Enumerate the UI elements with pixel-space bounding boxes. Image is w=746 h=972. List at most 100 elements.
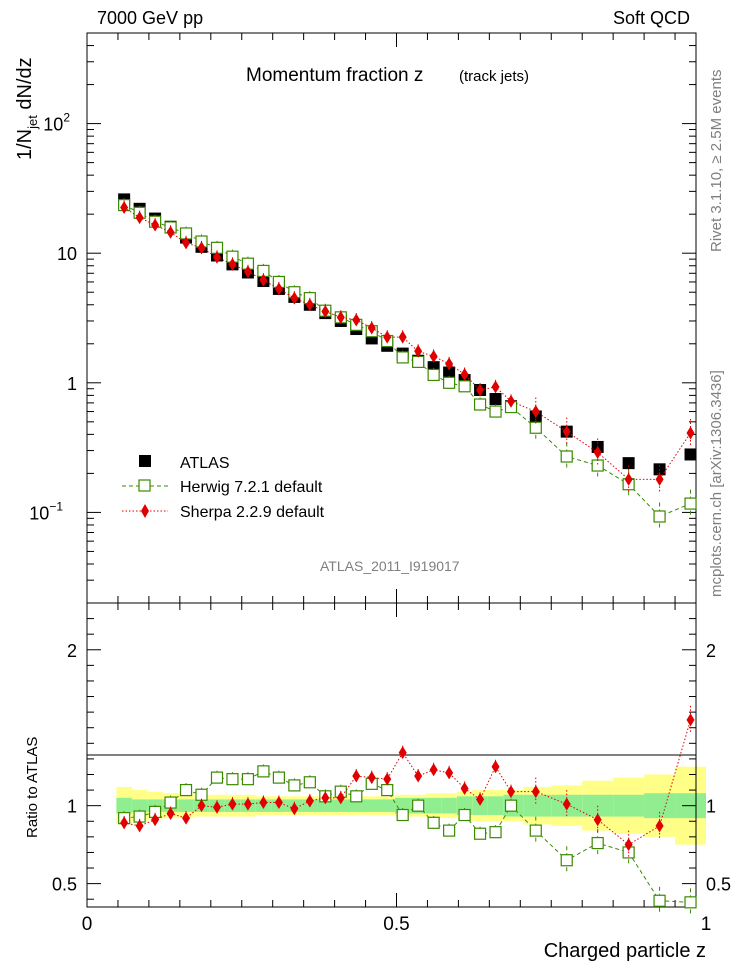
ratio-sherpa-point [593, 813, 602, 827]
sherpa-line [123, 207, 691, 480]
sherpa-point [367, 321, 376, 335]
ratio-herwig-point [350, 790, 363, 803]
ratio-herwig-point [684, 896, 697, 909]
ratio-herwig-point [241, 773, 255, 786]
ratio-herwig-point [489, 826, 502, 839]
ratio-sherpa-point [228, 797, 237, 811]
sherpa-point [655, 472, 664, 486]
ratio-sherpa-point [151, 813, 160, 827]
sherpa-point [212, 250, 221, 264]
x-tick-label: 0 [82, 914, 93, 935]
main-frame [86, 32, 697, 604]
ratio-sherpa-point [383, 772, 392, 786]
x-tick-labels: 0 0.5 1 [82, 914, 712, 935]
ratio-sherpa-point [274, 796, 283, 810]
ratio-sherpa-point [624, 838, 633, 852]
analysis-label: ATLAS_2011_I919017 [320, 558, 460, 574]
ratio-sherpa-point [491, 760, 500, 774]
ratio-ytick-label-right: 2 [706, 641, 716, 661]
ratio-band-inner [348, 799, 365, 812]
ratio-sherpa-point [414, 769, 423, 783]
legend-herwig-marker [138, 479, 151, 492]
ratio-herwig-point [529, 824, 542, 837]
sherpa-point [197, 241, 206, 255]
herwig-point [473, 398, 487, 411]
main-ytick-label: 1 [67, 374, 77, 394]
ratio-sherpa-point [429, 763, 438, 777]
header-right: Soft QCD [613, 8, 690, 28]
sherpa-point [507, 394, 516, 408]
ratio-herwig-point [396, 808, 409, 822]
sherpa-point [445, 357, 454, 371]
legend-sherpa-marker [141, 504, 149, 518]
ratio-herwig-point [226, 773, 239, 786]
ratio-band-inner [317, 799, 334, 812]
ratio-band-inner [523, 794, 552, 817]
herwig-point [653, 510, 666, 523]
sherpa-point [151, 218, 160, 232]
ratio-sherpa-point [182, 811, 191, 825]
ratio-herwig-point [164, 796, 177, 809]
atlas-point [489, 392, 502, 405]
sherpa-point [460, 367, 469, 381]
ratio-sherpa-point [686, 713, 695, 727]
ratio-sherpa-point [476, 792, 485, 806]
main-marks [118, 193, 697, 531]
ratio-herwig-point [179, 783, 193, 797]
sherpa-point [274, 282, 283, 296]
ratio-band-inner [613, 794, 645, 817]
ratio-sherpa-point [367, 771, 376, 785]
sherpa-point [228, 257, 237, 271]
ratio-ytick-label-right: 0.5 [706, 875, 731, 895]
main-yticklabels: 102 10 1 10−1 [29, 111, 77, 524]
ratio-band-inner [644, 793, 676, 819]
ratio-herwig-point [272, 771, 285, 784]
sherpa-point [135, 211, 144, 225]
ratio-herwig-point [288, 779, 301, 792]
ratio-marks [118, 705, 697, 917]
sherpa-point [243, 265, 252, 279]
x-tick-label: 1 [701, 914, 712, 935]
main-ytick-label: 10 [57, 244, 77, 264]
sherpa-point [383, 330, 392, 344]
main-ticks [86, 32, 696, 604]
ratio-herwig-point [458, 808, 471, 822]
main-title: Momentum fraction z [246, 65, 423, 86]
herwig-point [412, 355, 425, 368]
ratio-band-inner [487, 796, 504, 816]
ratio-ticks [86, 603, 696, 907]
sherpa-point [593, 445, 602, 459]
ratio-band-inner [333, 799, 349, 812]
ratio-herwig-point [653, 894, 666, 907]
sherpa-point [686, 426, 695, 440]
ratio-herwig-point [443, 824, 456, 837]
herwig-point [529, 421, 542, 434]
ratio-band-inner [441, 797, 457, 814]
ratio-band-inner [379, 799, 395, 812]
ratio-band-inner [116, 797, 132, 814]
sherpa-point [398, 330, 407, 344]
ratio-sherpa-point [290, 802, 299, 816]
ratio-sherpa-point [197, 799, 206, 813]
main-ytick-label: 102 [43, 111, 70, 135]
sherpa-point [321, 304, 330, 318]
ratio-sherpa-point [655, 819, 664, 833]
main-ylabel: 1/Njet dN/dz [14, 57, 40, 160]
ratio-sherpa-point [305, 794, 314, 808]
sherpa-point [182, 236, 191, 250]
legend-sherpa-label: Sherpa 2.2.9 default [180, 504, 325, 521]
ratio-herwig-point [560, 854, 573, 867]
ratio-band-inner [178, 799, 194, 812]
ratio-sherpa-point [166, 806, 175, 820]
x-axis-label: Charged particle z [544, 940, 706, 962]
herwig-point [427, 368, 440, 382]
main-subtitle: (track jets) [459, 68, 529, 85]
ratio-sherpa-point [531, 785, 540, 799]
sherpa-point [562, 425, 571, 439]
ratio-herwig-point [195, 788, 208, 801]
herwig-point [560, 450, 573, 463]
sherpa-point [166, 225, 175, 239]
ratio-ytick-label-left: 1 [67, 797, 77, 817]
ratio-sherpa-point [135, 819, 144, 833]
ratio-sherpa-point [398, 746, 407, 760]
